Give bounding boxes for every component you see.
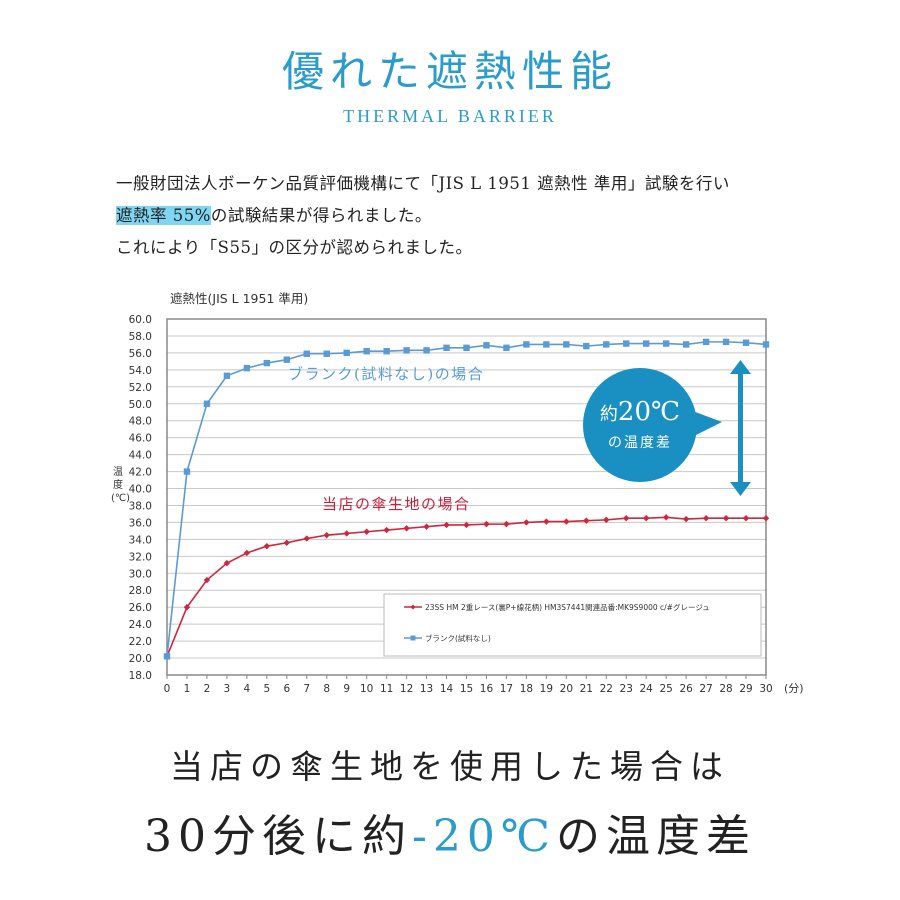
- fabric-annotation: 当店の傘生地の場合: [322, 495, 471, 513]
- svg-text:22: 22: [600, 683, 613, 695]
- double-arrow-icon: [730, 360, 751, 496]
- svg-text:46.0: 46.0: [129, 433, 152, 445]
- svg-text:40.0: 40.0: [129, 484, 152, 496]
- svg-text:0: 0: [164, 683, 171, 695]
- conclusion-suffix: の温度差: [556, 811, 757, 862]
- svg-text:26.0: 26.0: [129, 602, 152, 614]
- highlight-shielding-rate: 遮熱率 55%: [116, 206, 211, 225]
- svg-text:38.0: 38.0: [129, 500, 152, 512]
- svg-text:ブランク(試料なし): ブランク(試料なし): [425, 633, 491, 643]
- svg-text:12: 12: [400, 683, 413, 695]
- svg-text:23: 23: [620, 683, 633, 695]
- svg-text:34.0: 34.0: [129, 534, 152, 546]
- svg-text:13: 13: [420, 683, 433, 695]
- description-line-3: これにより「S55」の区分が認められました。: [116, 238, 473, 257]
- svg-text:22.0: 22.0: [129, 636, 152, 648]
- svg-text:17: 17: [500, 683, 513, 695]
- svg-text:42.0: 42.0: [129, 467, 152, 479]
- svg-text:27: 27: [699, 683, 712, 695]
- svg-text:11: 11: [380, 683, 393, 695]
- svg-text:2: 2: [204, 683, 211, 695]
- svg-text:19: 19: [540, 683, 553, 695]
- legend-diamond-icon: [410, 604, 416, 610]
- conclusion-line-2: 30分後に約-20℃の温度差: [0, 800, 900, 864]
- page-subtitle: THERMAL BARRIER: [343, 106, 557, 126]
- svg-text:36.0: 36.0: [129, 517, 152, 529]
- svg-text:18.0: 18.0: [129, 670, 152, 682]
- svg-text:24: 24: [640, 683, 654, 695]
- svg-text:60.0: 60.0: [129, 314, 152, 326]
- svg-text:14: 14: [440, 683, 454, 695]
- svg-text:23SS HM 2重レース(裏P+線花柄) HM3S7441: 23SS HM 2重レース(裏P+線花柄) HM3S7441関連品番:MK9S9…: [425, 602, 710, 612]
- svg-text:24.0: 24.0: [129, 619, 152, 631]
- legend-square-icon: [410, 635, 416, 641]
- svg-text:約20℃: 約20℃: [600, 397, 680, 427]
- svg-text:52.0: 52.0: [129, 382, 152, 394]
- description-line-2-rest: の試験結果が得られました。: [210, 206, 432, 225]
- svg-text:6: 6: [283, 683, 290, 695]
- svg-text:16: 16: [480, 683, 494, 695]
- svg-text:48.0: 48.0: [129, 416, 152, 428]
- svg-text:20: 20: [560, 683, 573, 695]
- svg-text:20.0: 20.0: [129, 653, 152, 665]
- svg-text:29: 29: [739, 683, 752, 695]
- svg-text:54.0: 54.0: [129, 365, 152, 377]
- conclusion-prefix: 30分後に約: [143, 811, 412, 862]
- svg-text:15: 15: [460, 683, 473, 695]
- description-line-2: 遮熱率 55%の試験結果が得られました。: [116, 202, 432, 226]
- svg-text:4: 4: [244, 683, 251, 695]
- x-axis-label: (分): [784, 682, 804, 695]
- page-title: 優れた遮熱性能: [281, 47, 618, 96]
- svg-text:21: 21: [580, 683, 593, 695]
- chart-series: [163, 338, 770, 660]
- svg-text:50.0: 50.0: [129, 399, 152, 411]
- plot-frame: [166, 318, 767, 676]
- chart-legend: 23SS HM 2重レース(裏P+線花柄) HM3S7441関連品番:MK9S9…: [383, 593, 762, 657]
- svg-text:1: 1: [184, 683, 191, 695]
- svg-text:10: 10: [360, 683, 373, 695]
- y-axis-ticks: 18.0 20.0 22.0 24.0 26.0 28.0 30.0 32.0 34.0 36.0…: [129, 314, 152, 682]
- svg-text:26: 26: [679, 683, 693, 695]
- svg-text:58.0: 58.0: [129, 331, 152, 343]
- svg-text:の温度差: の温度差: [608, 435, 672, 451]
- svg-text:3: 3: [224, 683, 231, 695]
- svg-text:7: 7: [303, 683, 310, 695]
- svg-text:28.0: 28.0: [129, 585, 152, 597]
- blank-annotation: ブランク(試料なし)の場合: [288, 365, 484, 383]
- conclusion-line-1: 当店の傘生地を使用した場合は: [170, 747, 730, 786]
- temperature-difference-callout: 約20℃ の温度差: [583, 368, 722, 482]
- svg-text:9: 9: [343, 683, 350, 695]
- y-axis-label: 温度(℃): [111, 467, 131, 504]
- svg-text:8: 8: [323, 683, 330, 695]
- description-line-1: 一般財団法人ボーケン品質評価機構にて「JIS L 1951 遮熱性 準用」試験を…: [116, 174, 730, 193]
- svg-text:56.0: 56.0: [129, 348, 152, 360]
- svg-text:32.0: 32.0: [129, 551, 152, 563]
- svg-text:18: 18: [520, 683, 533, 695]
- thermal-chart: 18.0 20.0 22.0 24.0 26.0 28.0 30.0 32.0 34.0 36.0…: [129, 314, 804, 695]
- svg-text:44.0: 44.0: [129, 450, 152, 462]
- svg-text:30: 30: [759, 683, 772, 695]
- x-axis-ticks: 0 1 2 3 4 5 6 7 8 9 10 11 12 13 14 15 16 17 18 19 20 21 22 23 24…: [164, 683, 773, 695]
- conclusion-accent-value: -20℃: [411, 811, 557, 862]
- svg-text:28: 28: [719, 683, 732, 695]
- svg-text:25: 25: [659, 683, 672, 695]
- svg-text:30.0: 30.0: [129, 568, 152, 580]
- chart-title: 遮熱性(JIS L 1951 準用): [170, 291, 309, 306]
- svg-text:5: 5: [263, 683, 270, 695]
